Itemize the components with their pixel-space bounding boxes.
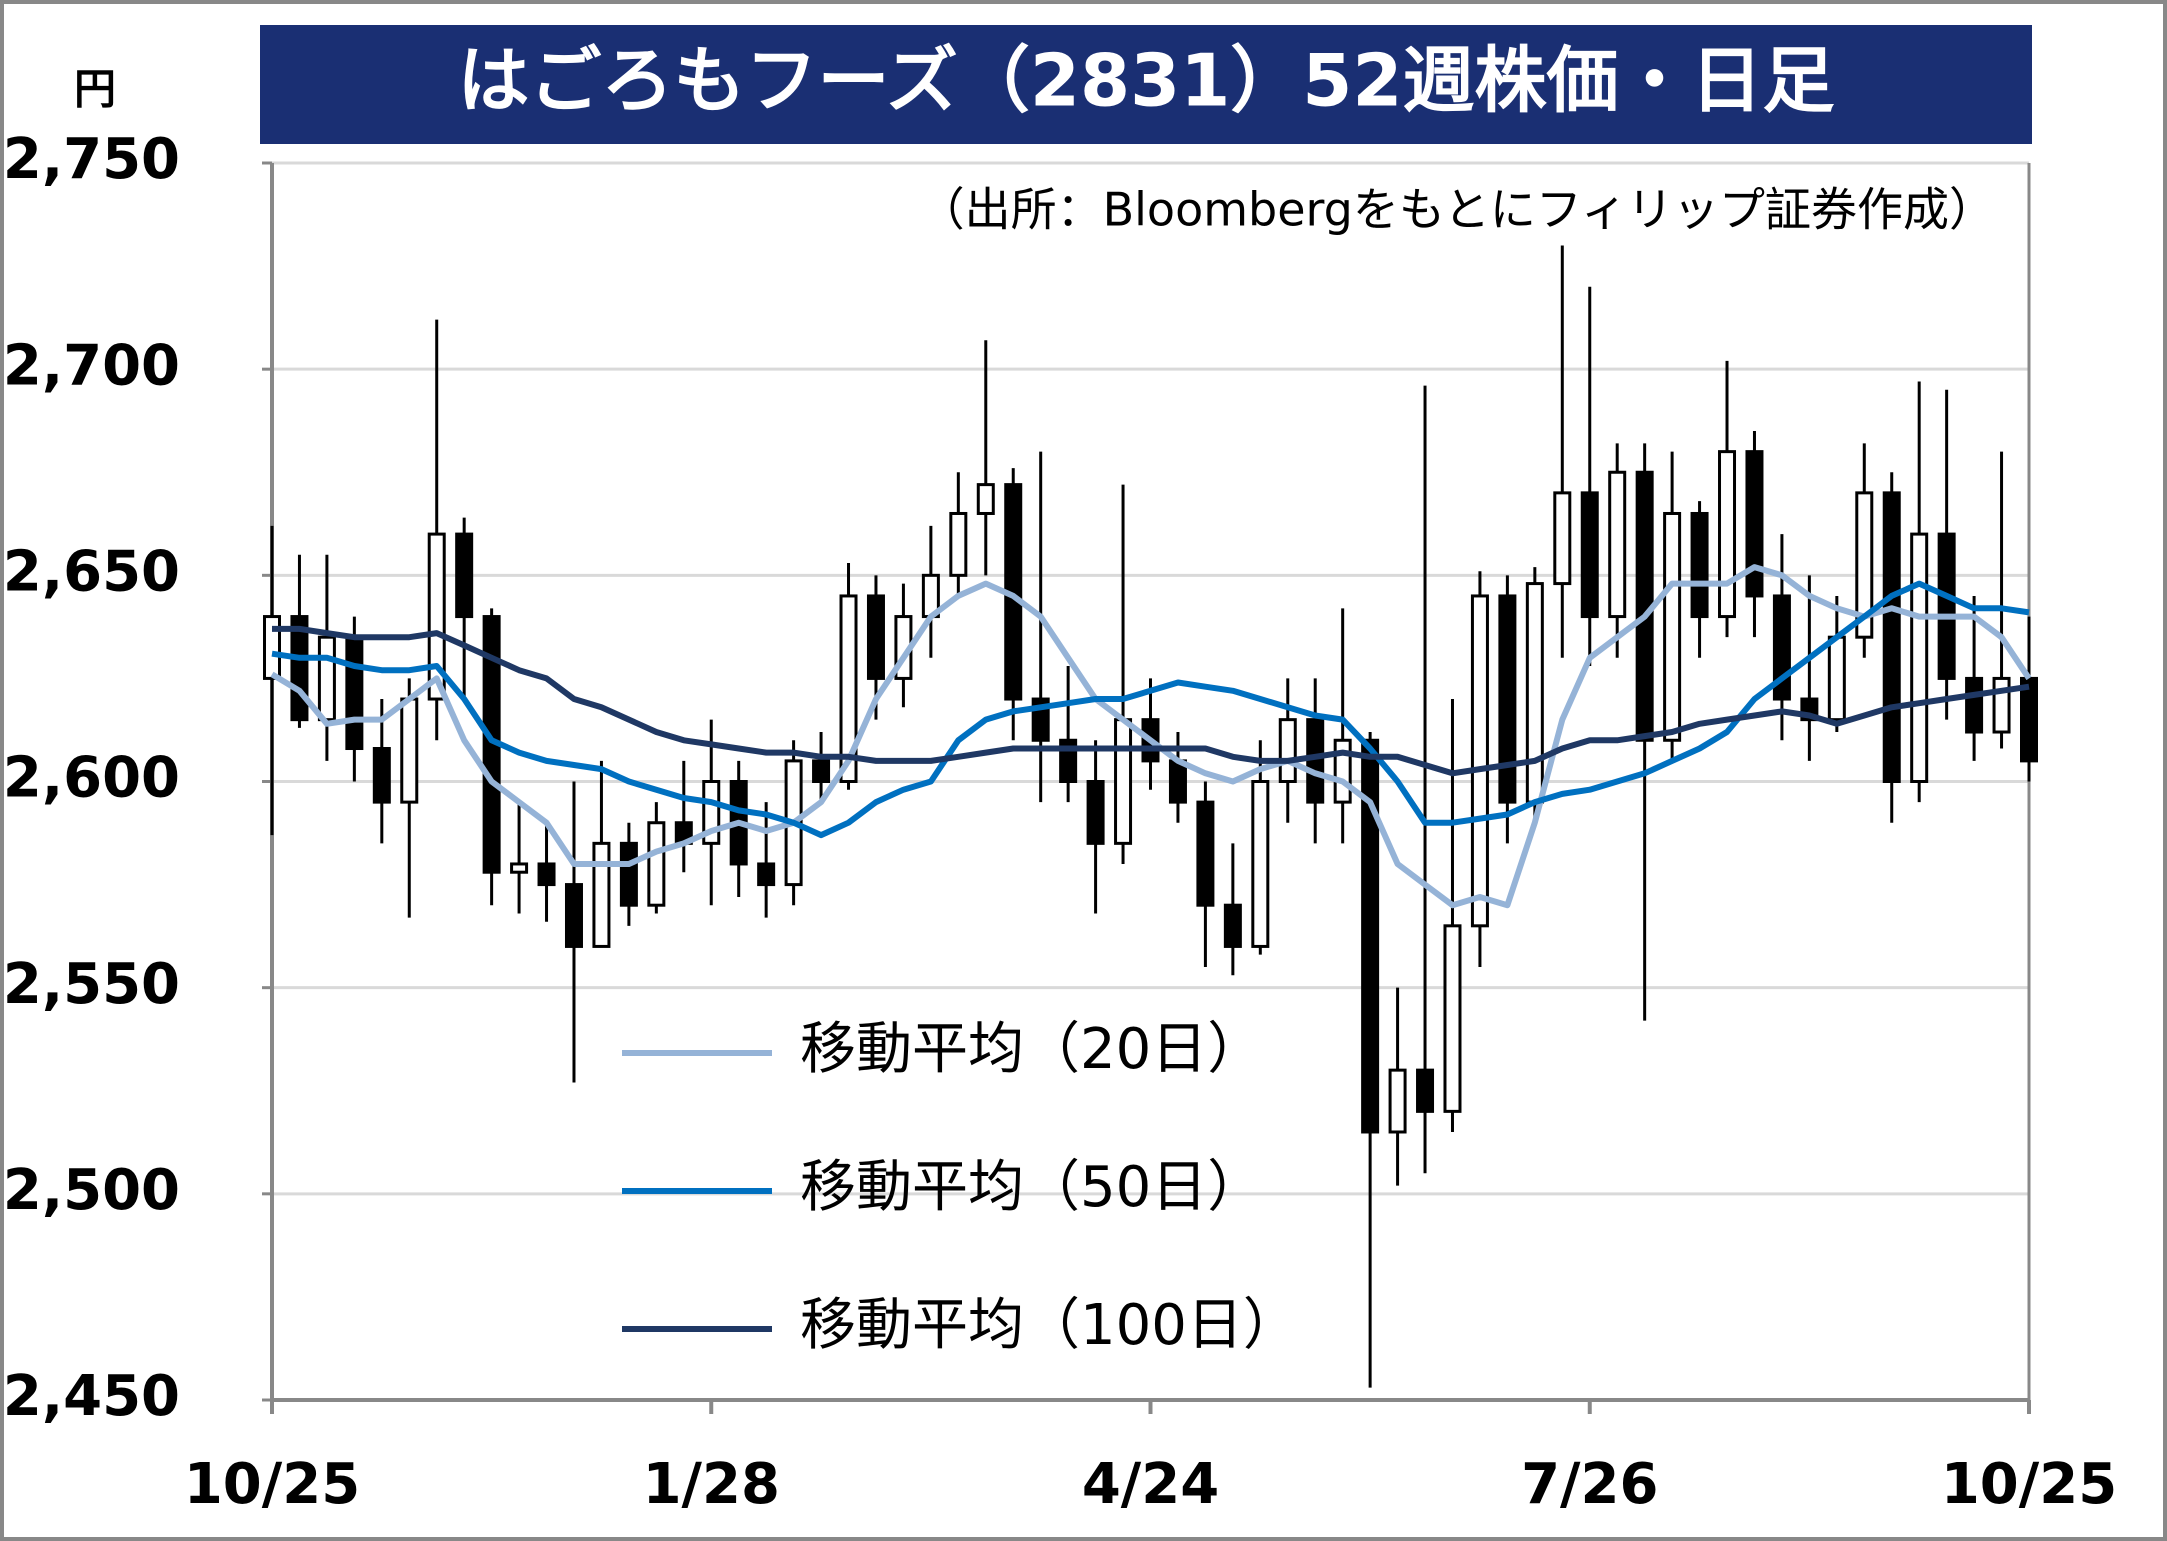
candle-body — [1690, 511, 1709, 619]
candle-body — [1745, 450, 1764, 598]
candle-body — [1992, 676, 2011, 734]
candle-body — [317, 635, 336, 722]
source-note: （出所：Bloombergをもとにフィリップ証券作成） — [919, 183, 1995, 237]
candle-body — [455, 532, 474, 619]
candle-body — [2020, 676, 2038, 763]
candle-body — [1553, 491, 1572, 586]
candle-body — [1333, 738, 1352, 804]
x-tick-label: 10/25 — [184, 1452, 360, 1517]
y-tick-label: 2,500 — [3, 1158, 180, 1223]
legend-label: 移動平均（100日） — [800, 1293, 1299, 1358]
candle-body — [1278, 718, 1297, 784]
candle-body — [1910, 532, 1929, 783]
candle-body — [1608, 470, 1627, 619]
candle-body — [564, 883, 583, 948]
x-tick-label: 10/25 — [1941, 1452, 2117, 1517]
candle-body — [1718, 450, 1737, 619]
candle-body — [949, 511, 968, 577]
candle-body — [1223, 903, 1242, 948]
x-tick-label: 4/24 — [1082, 1452, 1219, 1517]
candle-body — [1855, 491, 1874, 639]
candle-body — [400, 697, 419, 804]
candle-body — [592, 841, 611, 948]
candle-body — [866, 594, 885, 680]
candle-body — [1580, 491, 1599, 619]
candle-body — [1470, 594, 1489, 928]
candle-body — [976, 483, 995, 515]
y-unit: 円 — [74, 65, 116, 114]
candle-body — [427, 532, 446, 701]
candle-body — [1114, 718, 1133, 845]
x-tick-label: 1/28 — [643, 1452, 780, 1517]
candle-body — [1306, 718, 1325, 804]
candle-body — [345, 635, 364, 751]
candle-body — [1388, 1068, 1407, 1134]
candle-body — [647, 821, 666, 907]
candle-body — [1168, 759, 1187, 804]
y-tick-label: 2,450 — [3, 1364, 180, 1429]
candle-body — [812, 759, 831, 784]
candle-body — [372, 747, 391, 804]
moving-average-line — [270, 564, 2032, 909]
candle-body — [1086, 780, 1105, 845]
candle-body — [1443, 924, 1462, 1113]
candle-body — [1196, 800, 1215, 907]
y-tick-label: 2,750 — [3, 127, 180, 192]
candle-body — [1361, 738, 1380, 1134]
candle-body — [619, 841, 638, 907]
candle-body — [1937, 532, 1956, 680]
candle-body — [1827, 635, 1846, 722]
plot — [263, 245, 2038, 1388]
chart-title: はごろもフーズ（2831）52週株価・日足 — [458, 39, 1835, 123]
candle-body — [1525, 582, 1544, 804]
moving-average-line — [272, 625, 2030, 777]
candle-body — [1663, 511, 1682, 742]
y-tick-label: 2,650 — [3, 539, 180, 604]
title-bar — [260, 25, 2032, 144]
y-tick-label: 2,700 — [3, 333, 180, 398]
candle-body — [537, 862, 556, 887]
y-tick-label: 2,600 — [3, 746, 180, 811]
candle-body — [757, 862, 776, 887]
legend-label: 移動平均（20日） — [800, 1017, 1263, 1082]
y-tick-label: 2,550 — [3, 952, 180, 1017]
candle-body — [839, 594, 858, 784]
candle-body — [263, 615, 281, 680]
candle-body — [1498, 594, 1517, 804]
candle-body — [1416, 1068, 1435, 1113]
candle-body — [1882, 491, 1901, 783]
legend-label: 移動平均（50日） — [800, 1155, 1263, 1220]
candle-body — [1251, 780, 1270, 948]
candle-body — [1965, 676, 1984, 734]
x-tick-label: 7/26 — [1521, 1452, 1658, 1517]
candle-body — [510, 862, 529, 874]
